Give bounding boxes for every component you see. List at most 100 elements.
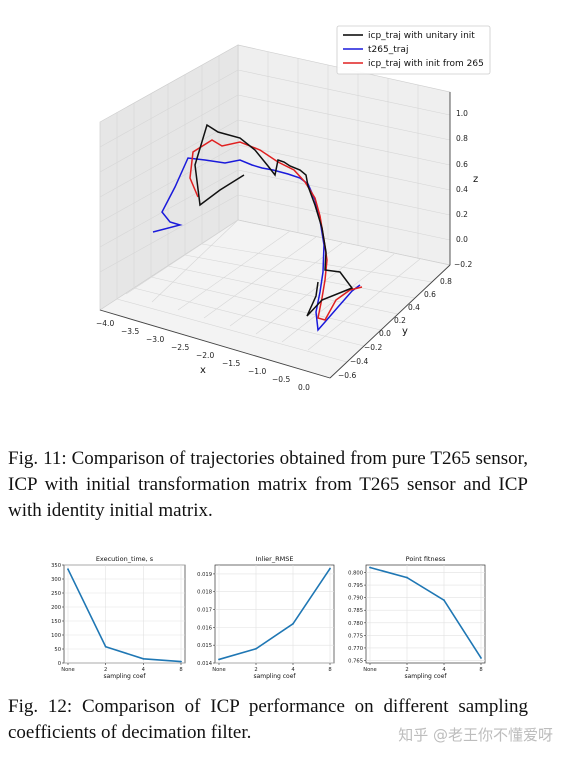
y-tick-label: 350 [51,563,61,569]
data-point [369,566,371,569]
y-tick-label: −0.6 [338,371,356,380]
data-point [180,660,182,663]
x-tick-label: 4 [442,667,446,673]
y-tick-label: 0.765 [348,658,363,664]
figure-11-caption: Fig. 11: Comparison of trajectories obta… [8,448,528,521]
x-tick-label: 2 [405,667,408,673]
y-tick-label: 150 [51,619,61,625]
y-tick-label: 0.017 [197,608,212,614]
chart-panel-3: Point fitness 0.765 0.770 0.775 0.780 0.785 0.… [348,555,486,680]
x-tick-label: 8 [479,667,482,673]
z-tick-label: 0.0 [456,235,468,244]
y-tick-label: 300 [51,577,61,583]
y-axis-label: y [402,326,408,337]
data-point [218,658,220,661]
z-axis-label: z [473,174,478,185]
t265-trajectory-line [152,157,361,332]
chart-frame [214,564,335,664]
data-point [255,647,257,650]
x-tick-label: None [363,667,377,673]
z-tick-label: 0.8 [456,134,468,143]
y-tick-label: 0 [58,661,61,667]
chart-title: Point fitness [406,555,446,563]
x-axis-label: sampling coef [253,673,296,680]
y-tick-label: 0.770 [348,646,363,652]
data-point [104,645,107,648]
z-tick-label: 1.0 [456,109,468,118]
z-tick-label: −0.2 [454,260,472,269]
x-tick-label: −0.5 [272,375,290,384]
axes-panes [99,44,451,379]
data-point [292,622,294,625]
z-tick-labels: −0.2 0.0 0.2 0.4 0.6 0.8 1.0 [454,109,472,269]
chart-title: Inlier_RMSE [256,555,294,563]
series-line [67,568,182,663]
x-tick-label: 4 [291,667,295,673]
legend-label-init-265: icp_traj with init from 265 [368,59,484,69]
chart-title: Execution_time, s [96,555,154,563]
z-tick-label: 0.6 [456,160,468,169]
y-tick-label: 0.780 [348,621,363,627]
y-tick-label: 0.019 [197,572,212,578]
y-tick-label: 0.0 [379,329,391,338]
data-point [406,576,408,579]
x-tick-label: None [212,667,226,673]
icp-performance-charts: Execution_time, s 0 50 100 150 200 250 300 350 No… [51,555,486,680]
y-tick-label: 0.4 [408,303,420,312]
z-tick-label: 0.4 [456,185,468,194]
x-tick-label: −3.5 [121,327,139,336]
data-point [329,567,331,570]
x-tick-label: −2.5 [171,343,189,352]
y-tick-label: 200 [51,605,61,611]
x-tick-label: 2 [104,667,107,673]
y-tick-label: 0.015 [197,643,212,649]
x-tick-label: 2 [254,667,257,673]
series-line [218,568,331,661]
chart-panel-1: Execution_time, s 0 50 100 150 200 250 300 350 No… [51,555,186,680]
y-tick-label: 0.014 [197,661,213,667]
data-point [480,657,482,659]
x-tick-label: −4.0 [96,319,114,328]
x-axis-label: sampling coef [103,673,146,680]
trajectory-3d-plot: −4.0 −3.5 −3.0 −2.5 −2.0 −1.5 −1.0 −0.5 … [96,25,491,392]
y-tick-label: 0.018 [197,590,212,596]
y-tick-label: 100 [51,633,61,639]
x-tick-label: 0.0 [298,383,310,392]
figure-12-caption: Fig. 12: Comparison of ICP performance o… [8,696,528,743]
chart-frame [365,564,486,664]
y-tick-label: 0.8 [440,277,452,286]
x-tick-label: None [61,667,75,673]
x-axis-label: x [200,365,206,376]
x-tick-label: −1.0 [248,367,266,376]
y-tick-label: 0.785 [348,608,363,614]
chart-frame [63,564,186,664]
y-tick-label: −0.2 [364,343,382,352]
y-tick-label: 250 [51,591,61,597]
y-tick-label: 0.790 [348,596,363,602]
x-axis-label: sampling coef [404,673,447,680]
icp-init-265-trajectory-line [189,139,363,321]
legend-label-t265: t265_traj [368,45,408,55]
y-tick-label: 50 [54,647,61,653]
x-tick-label: 8 [328,667,331,673]
y-tick-label: −0.4 [350,357,368,366]
x-tick-label: −3.0 [146,335,164,344]
x-tick-label: −1.5 [222,359,240,368]
y-tick-labels: −0.6 −0.4 −0.2 0.0 0.2 0.4 0.6 0.8 [338,277,452,380]
legend: icp_traj with unitary init t265_traj icp… [336,25,491,75]
z-tick-label: 0.2 [456,210,468,219]
data-point [67,568,69,571]
icp-unitary-trajectory-line [194,123,354,317]
legend-label-unitary: icp_traj with unitary init [368,31,475,41]
y-tick-label: 0.016 [197,625,212,631]
axes-grid [99,52,451,363]
y-tick-label: 0.800 [348,571,363,577]
x-tick-labels: −4.0 −3.5 −3.0 −2.5 −2.0 −1.5 −1.0 −0.5 … [96,319,310,392]
x-tick-label: 4 [142,667,146,673]
data-point [142,657,145,660]
axes-edges [99,92,451,379]
series-line [369,566,482,659]
y-tick-label: 0.795 [348,583,363,589]
data-point [443,599,445,602]
y-tick-label: 0.775 [348,633,363,639]
